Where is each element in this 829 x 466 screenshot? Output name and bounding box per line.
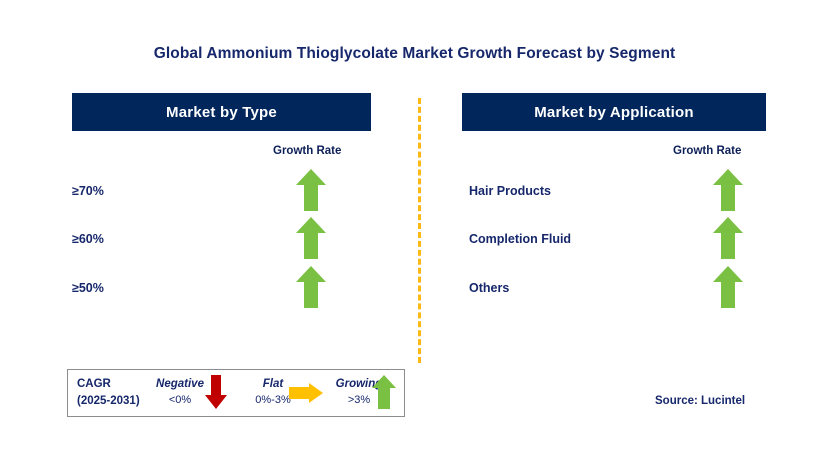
panel-header-market-by-type: Market by Type [72,93,371,131]
panel-header-left-label: Market by Type [166,103,277,121]
growth-arrow-type-2 [295,265,327,314]
row-label-type-2: ≥50% [72,281,104,295]
legend-metric-title: CAGR (2025-2031) [77,376,140,410]
growth-rate-column-header-right: Growth Rate [673,145,742,157]
growth-arrow-type-0 [295,168,327,217]
legend-growing-range: >3% [347,394,371,406]
legend-flat-range: 0%-3% [255,394,291,406]
growth-arrow-type-1 [295,216,327,265]
legend-period-label: (2025-2031) [77,395,140,407]
growth-arrow-application-0 [712,168,744,217]
legend-negative-range: <0% [168,394,192,406]
vertical-dashed-divider [418,98,421,363]
source-label: Source: Lucintel [655,395,746,407]
legend-negative-name: Negative [156,378,204,390]
panel-header-right-label: Market by Application [534,103,694,121]
arrow-right-icon [288,382,324,409]
arrow-down-icon [204,374,228,415]
row-label-application-0: Hair Products [469,184,551,198]
row-label-type-1: ≥60% [72,232,104,246]
growth-arrow-application-2 [712,265,744,314]
legend-flat-name: Flat [262,378,284,390]
legend-item-flat: Flat 0%-3% [238,376,308,408]
cagr-legend: CAGR (2025-2031) Negative <0% Flat 0%-3%… [67,369,405,417]
row-label-application-1: Completion Fluid [469,232,572,246]
arrow-up-icon [371,374,397,415]
legend-metric-label: CAGR [77,378,111,390]
page-title: Global Ammonium Thioglycolate Market Gro… [153,45,676,62]
growth-rate-column-header-left: Growth Rate [273,145,342,157]
legend-item-growing: Growing >3% [324,376,394,408]
row-label-application-2: Others [469,281,510,295]
growth-arrow-application-1 [712,216,744,265]
legend-growing-name: Growing [335,378,383,390]
legend-item-negative: Negative <0% [142,376,218,408]
row-label-type-0: ≥70% [72,184,104,198]
panel-header-market-by-application: Market by Application [462,93,766,131]
